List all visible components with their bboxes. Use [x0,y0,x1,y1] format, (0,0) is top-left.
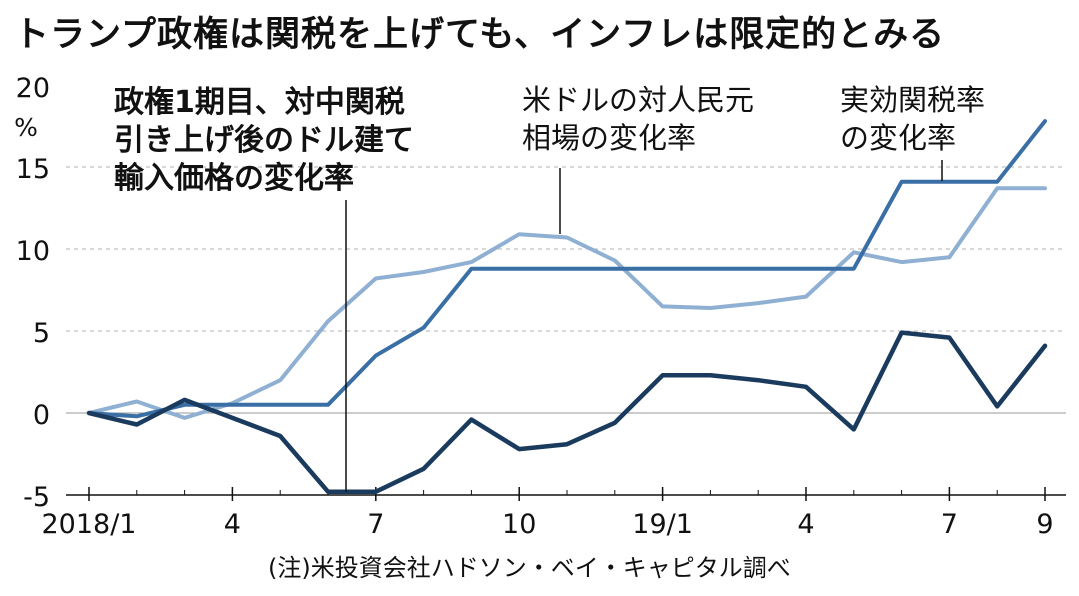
y-tick-label: -5 [23,482,50,513]
series-label-2: の変化率 [840,121,956,155]
x-tick-label: 7 [367,509,384,540]
y-tick-label-top: 20 [16,73,50,104]
gridlines [66,166,1066,414]
y-tick-label: 0 [33,400,50,431]
series-label-0: 輸入価格の変化率 [114,161,354,196]
series-line-0 [86,330,1048,494]
series-label-2: 実効関税率 [840,83,985,117]
series-label-1: 米ドルの対人民元 [522,83,754,117]
series-lines [86,119,1048,494]
chart-title: トランプ政権は関税を上げても、インフレは限定的とみる [14,15,946,55]
series-label-0: 政権1期目、対中関税 [114,85,405,120]
y-unit-label: % [14,113,38,142]
axes: -5 0 5 10 15 20% 2018/1 4 7 10 19/1 4 7 9 [14,73,1066,540]
y-tick-label: 5 [33,318,50,349]
x-tick-label: 2018/1 [42,509,137,540]
x-tick-label: 4 [224,509,241,540]
y-tick-label: 10 [16,236,50,267]
x-tick-label: 10 [502,509,536,540]
source-note: (注)米投資会社ハドソン・ベイ・キャピタル調べ [268,554,791,582]
series-label-1: 相場の変化率 [522,121,696,155]
x-tick-label: 7 [941,509,958,540]
series-label-0: 引き上げ後のドル建て [114,123,414,158]
x-tick-label: 19/1 [632,509,693,540]
x-tick-label: 4 [797,509,814,540]
series-line-2 [87,119,1047,419]
y-tick-label: 15 [16,154,50,185]
x-tick-label: 9 [1036,509,1053,540]
series-line-1 [87,186,1047,420]
